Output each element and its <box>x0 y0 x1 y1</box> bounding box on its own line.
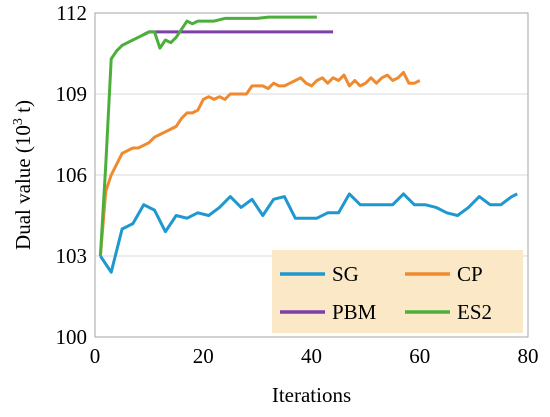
legend-background <box>272 250 523 333</box>
y-axis-title-sup: 3 <box>11 118 26 125</box>
legend-label-es2: ES2 <box>457 300 492 324</box>
series-line-es2 <box>98 15 317 257</box>
legend: SG CP PBM ES2 <box>272 250 523 333</box>
x-tick-label: 20 <box>193 344 214 368</box>
x-tick-label: 40 <box>301 344 322 368</box>
series-line-pbm <box>143 30 334 36</box>
y-tick-labels: 100 103 106 109 112 <box>56 1 88 349</box>
x-tick-label: 80 <box>518 344 539 368</box>
x-tick-labels: 0 20 40 60 80 <box>90 344 539 368</box>
x-tick-label: 60 <box>409 344 430 368</box>
y-axis-title-end: t) <box>11 100 35 118</box>
legend-label-pbm: PBM <box>332 300 377 324</box>
legend-label-cp: CP <box>457 262 483 286</box>
x-tick-label: 0 <box>90 344 101 368</box>
series-lines <box>98 15 518 274</box>
series-line-cp <box>98 70 421 257</box>
y-axis-title-main: Dual value (10 <box>11 125 35 250</box>
y-tick-label: 109 <box>56 82 88 106</box>
y-tick-label: 103 <box>56 244 88 268</box>
y-tick-label: 112 <box>56 1 87 25</box>
series-line-sg <box>99 192 518 274</box>
x-axis-title: Iterations <box>272 383 351 407</box>
plot-frame <box>94 12 529 338</box>
y-axis-title: Dual value (103 t) <box>11 100 35 250</box>
y-tick-label: 106 <box>56 163 88 187</box>
y-tick-label: 100 <box>56 325 88 349</box>
legend-label-sg: SG <box>332 262 359 286</box>
